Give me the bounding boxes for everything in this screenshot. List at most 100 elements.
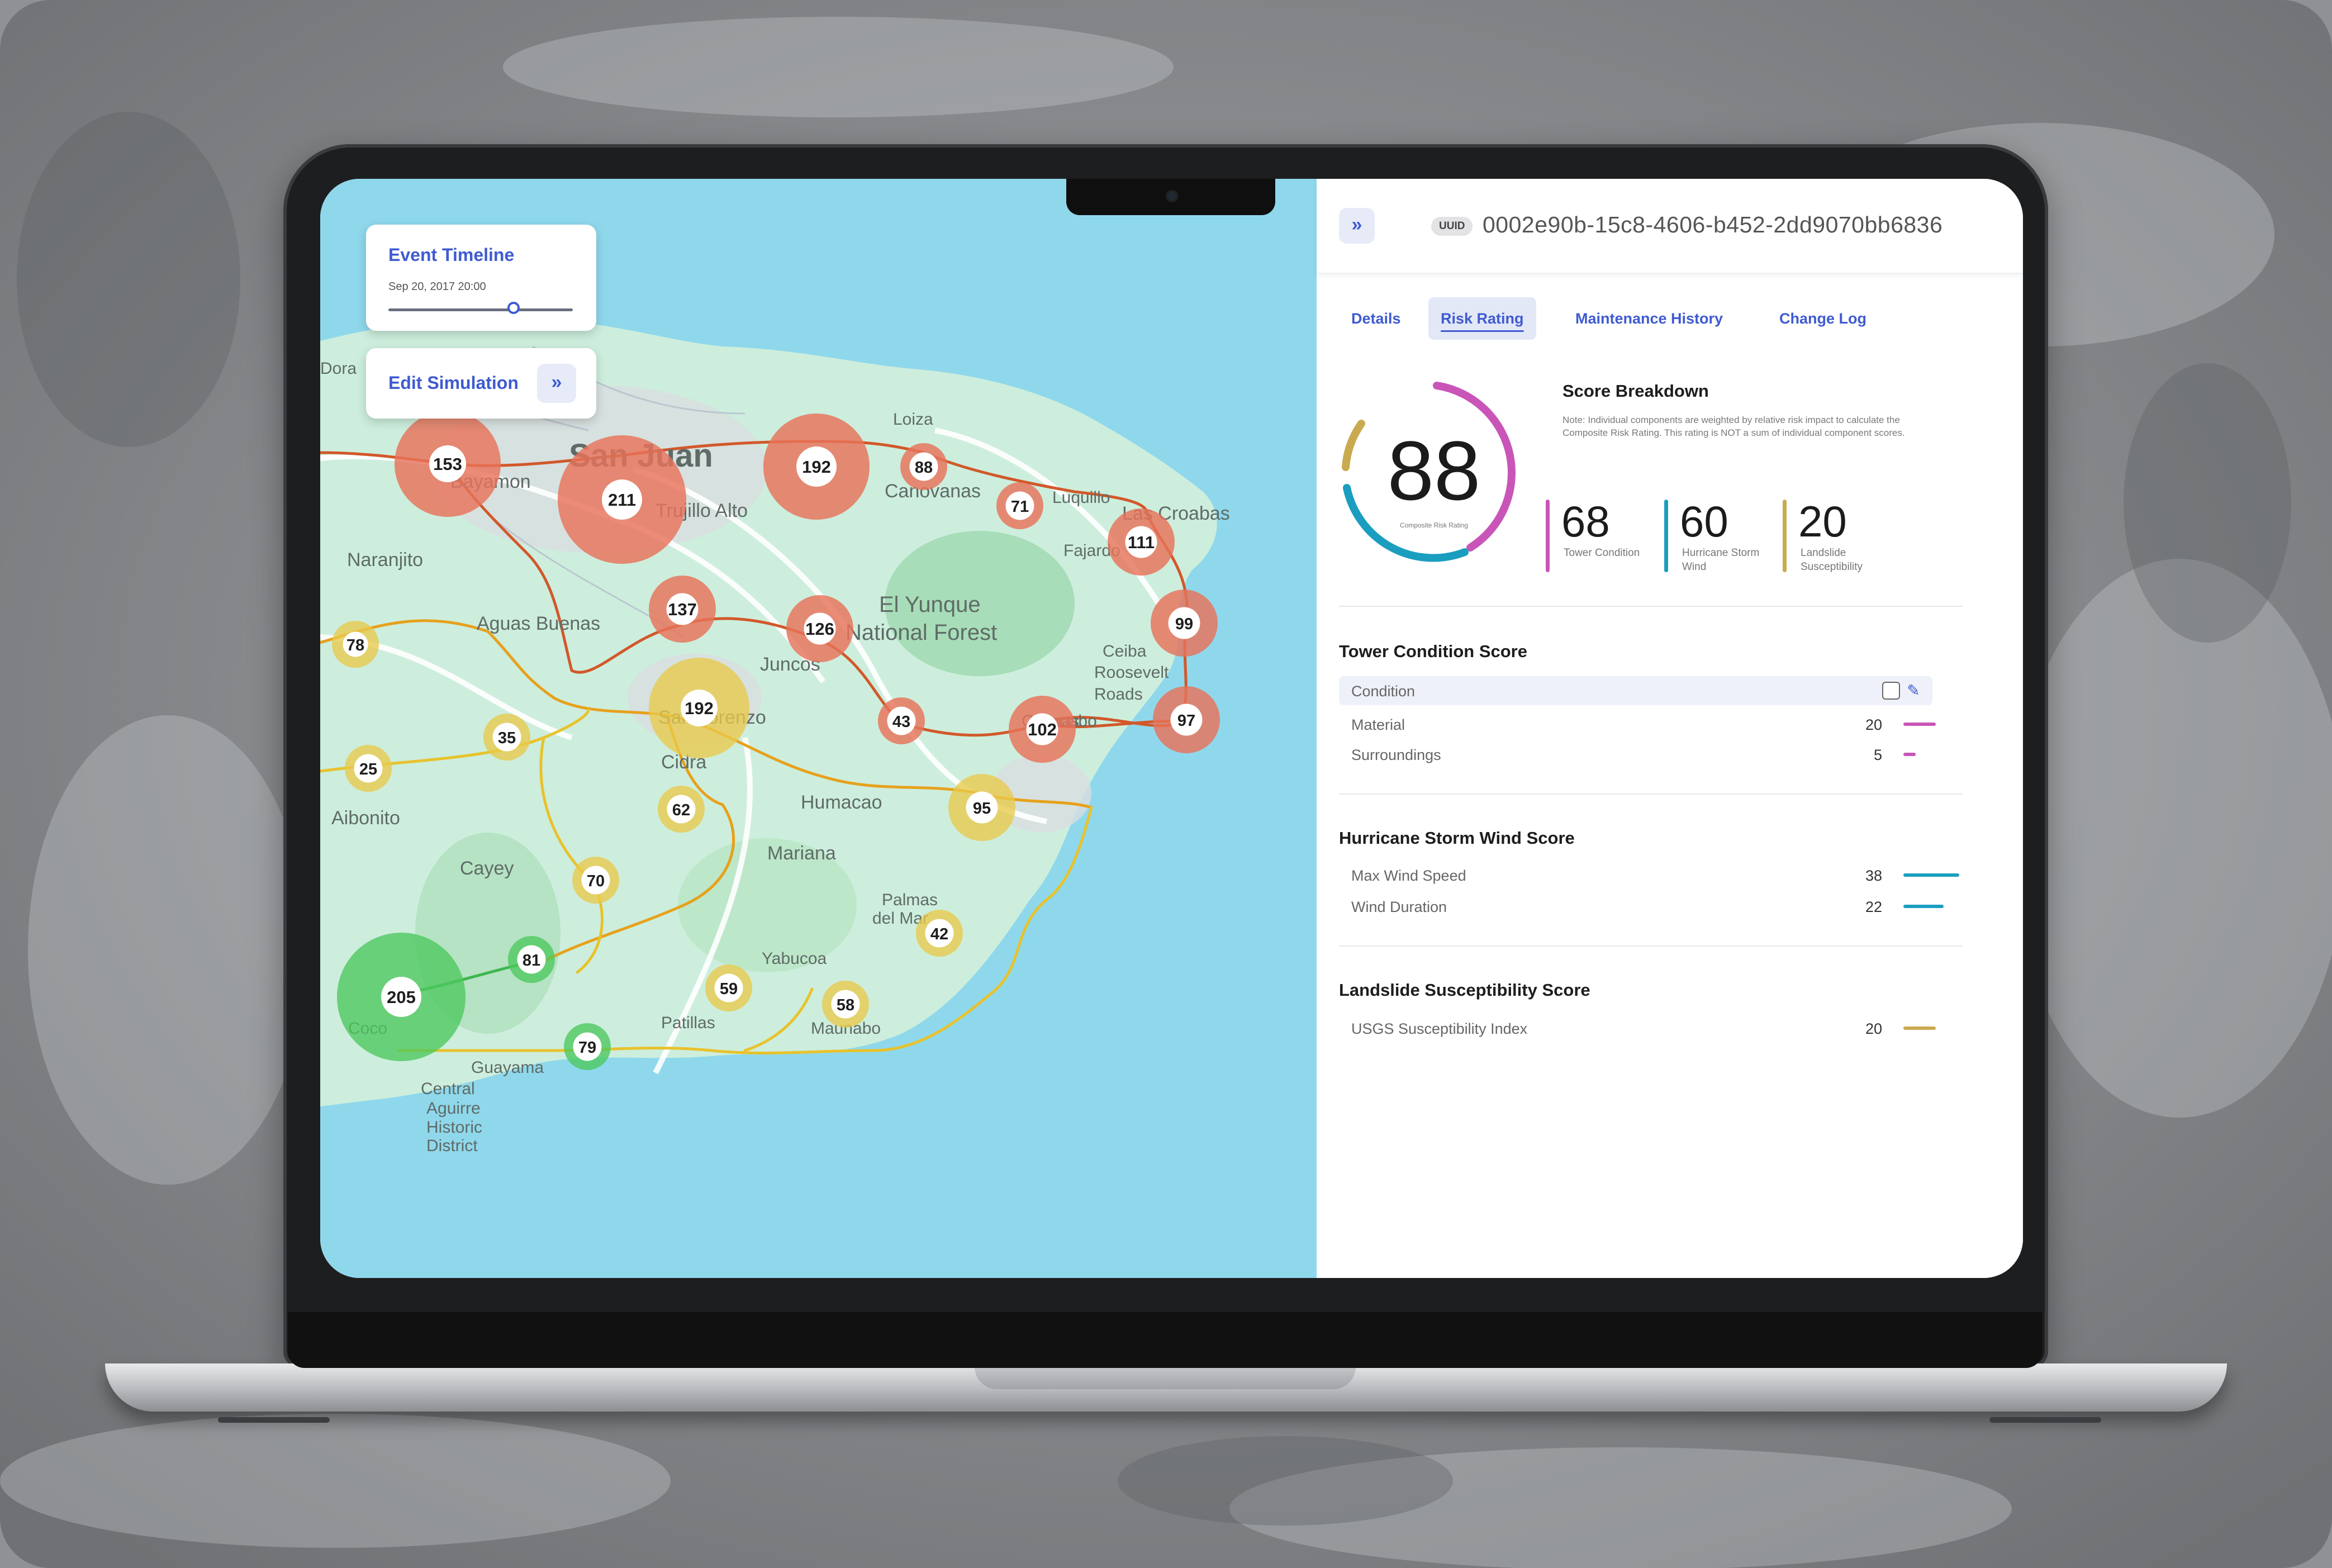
map-place-label: Aibonito — [331, 807, 400, 829]
cluster-core — [1026, 713, 1058, 745]
tower-cluster-marker[interactable]: 95 — [948, 774, 1015, 841]
tower-cluster-marker[interactable]: 58 — [822, 981, 869, 1028]
edit-icon[interactable]: ✎ — [1907, 682, 1920, 699]
row-label: Max Wind Speed — [1351, 867, 1466, 884]
section-divider — [1339, 793, 1963, 795]
component-value: 60 — [1680, 497, 1728, 546]
tower-cluster-marker[interactable]: 59 — [705, 964, 752, 1011]
tower-cluster-marker[interactable]: 35 — [483, 714, 530, 761]
cluster-core — [517, 945, 546, 974]
cluster-core — [429, 445, 466, 482]
laptop-screen: San JuanBayamonTrujillo AltoLoizaCanovan… — [320, 179, 2023, 1278]
cluster-core — [796, 446, 837, 487]
component-tower-condition: 68 Tower Condition — [1546, 497, 1657, 583]
component-value: 68 — [1561, 497, 1610, 546]
landslide-title: Landslide Susceptibility Score — [1339, 980, 1590, 1000]
double-chevron-right-icon[interactable]: » — [1339, 208, 1375, 244]
tower-cluster-marker[interactable]: 25 — [345, 745, 392, 792]
risk-map[interactable]: San JuanBayamonTrujillo AltoLoizaCanovan… — [320, 179, 1317, 1278]
map-place-label: National Forest — [846, 620, 997, 645]
score-row-condition[interactable]: Condition ✎ — [1339, 676, 1932, 705]
tower-cluster-marker[interactable]: 205 — [337, 933, 466, 1061]
component-label: Hurricane Storm Wind — [1682, 547, 1760, 573]
score-breakdown-note: Note: Individual components are weighted… — [1562, 415, 1905, 438]
cluster-count: 99 — [1175, 615, 1193, 633]
map-place-label: Guayama — [471, 1058, 544, 1077]
tab-change-log[interactable]: Change Log — [1779, 310, 1866, 327]
tower-cluster-marker[interactable]: 192 — [649, 658, 749, 758]
tower-cluster-marker[interactable]: 79 — [564, 1023, 611, 1070]
tower-cluster-marker[interactable]: 153 — [395, 411, 501, 517]
row-value: 20 — [1865, 1020, 1882, 1037]
cluster-count: 25 — [359, 761, 377, 778]
tower-cluster-marker[interactable]: 126 — [786, 595, 853, 662]
event-timeline-title: Event Timeline — [388, 245, 515, 265]
component-color-bar — [1664, 500, 1668, 572]
timeline-slider-knob[interactable] — [507, 302, 520, 314]
cluster-count: 211 — [608, 490, 636, 510]
cluster-count: 88 — [915, 459, 933, 477]
tab-maintenance-history[interactable]: Maintenance History — [1575, 310, 1723, 327]
row-value: 20 — [1865, 716, 1882, 733]
condition-checkbox[interactable] — [1882, 682, 1900, 700]
score-row-material: Material 20 — [1339, 710, 1937, 739]
timeline-slider-track[interactable] — [388, 308, 573, 311]
cluster-core — [381, 977, 421, 1017]
tower-cluster-marker[interactable]: 192 — [763, 414, 870, 520]
map-place-label: Historic — [426, 1118, 482, 1137]
map-canvas[interactable]: San JuanBayamonTrujillo AltoLoizaCanovan… — [320, 179, 1317, 1278]
tower-cluster-marker[interactable]: 88 — [900, 443, 947, 490]
cluster-count: 192 — [685, 699, 714, 718]
tower-cluster-marker[interactable]: 99 — [1151, 590, 1218, 657]
cluster-core — [573, 1032, 602, 1061]
map-place-label: El Yunque — [879, 592, 981, 617]
forest-area — [885, 531, 1075, 676]
map-place-label: Ceiba — [1103, 642, 1147, 661]
row-label: Surroundings — [1351, 747, 1441, 763]
tower-cluster-marker[interactable]: 42 — [916, 910, 963, 957]
score-row-wind-duration: Wind Duration 22 — [1339, 892, 1944, 921]
tower-cluster-marker[interactable]: 43 — [878, 697, 925, 744]
row-label: USGS Susceptibility Index — [1351, 1020, 1528, 1037]
map-place-label: Mariana — [767, 843, 836, 864]
camera-icon — [1166, 190, 1178, 202]
tower-cluster-marker[interactable]: 97 — [1153, 686, 1220, 753]
cluster-core — [1170, 704, 1203, 736]
cluster-core — [343, 631, 368, 657]
cluster-count: 126 — [805, 619, 834, 639]
cluster-count: 35 — [498, 729, 516, 747]
tower-cluster-marker[interactable]: 70 — [572, 857, 619, 904]
component-value: 20 — [1798, 497, 1847, 546]
cluster-core — [1005, 491, 1034, 520]
tower-cluster-marker[interactable]: 62 — [658, 786, 705, 833]
double-chevron-right-icon[interactable]: » — [537, 364, 576, 403]
map-place-label: Luquillo — [1052, 488, 1110, 507]
edit-simulation-card[interactable]: Edit Simulation » — [366, 348, 596, 419]
cluster-count: 192 — [802, 457, 831, 477]
tower-cluster-marker[interactable]: 102 — [1009, 696, 1076, 763]
cluster-count: 70 — [587, 872, 605, 890]
tower-cluster-marker[interactable]: 111 — [1108, 509, 1175, 576]
component-hurricane-storm-wind: 60 Hurricane Storm Wind — [1664, 497, 1776, 583]
tower-cluster-marker[interactable]: 78 — [332, 621, 379, 668]
tower-cluster-marker[interactable]: 71 — [996, 482, 1043, 529]
cluster-count: 59 — [720, 980, 738, 998]
camera-notch — [1066, 179, 1275, 215]
laptop-screen-bezel-bottom — [288, 1312, 2043, 1368]
cluster-core — [666, 593, 699, 625]
tower-cluster-marker[interactable]: 211 — [558, 435, 686, 564]
edit-simulation-label[interactable]: Edit Simulation — [388, 373, 519, 393]
tab-risk-rating[interactable]: Risk Rating — [1428, 297, 1536, 340]
cluster-core — [909, 452, 938, 481]
cluster-core — [602, 479, 642, 520]
row-label: Condition — [1351, 683, 1416, 700]
map-place-label: Dora — [320, 359, 357, 378]
tab-details[interactable]: Details — [1351, 310, 1401, 327]
map-place-label: Central — [421, 1080, 475, 1098]
uuid-badge: UUID — [1431, 217, 1473, 236]
tower-cluster-marker[interactable]: 81 — [508, 936, 555, 983]
tower-cluster-marker[interactable]: 137 — [649, 576, 716, 643]
cluster-count: 58 — [837, 996, 854, 1014]
map-place-label: Loiza — [893, 410, 933, 429]
cluster-count: 111 — [1128, 533, 1155, 552]
